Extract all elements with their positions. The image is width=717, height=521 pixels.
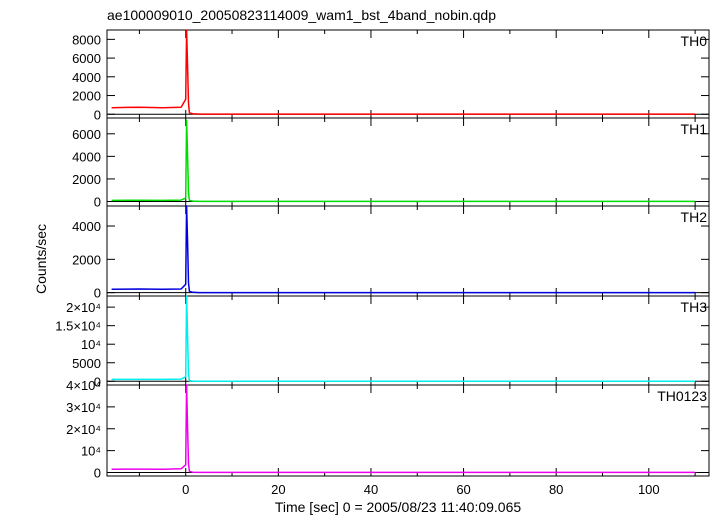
y-axis-label: Counts/sec xyxy=(33,224,49,294)
y-tick-label: 0 xyxy=(94,374,101,389)
y-tick-label: 6000 xyxy=(72,127,101,142)
series-line-th3 xyxy=(111,295,696,383)
x-tick-label: 20 xyxy=(271,482,285,497)
series-line-th2 xyxy=(111,205,696,294)
y-tick-label: 1.5×10⁴ xyxy=(55,319,101,334)
panel-frame xyxy=(106,29,710,119)
y-tick-label: 2000 xyxy=(72,172,101,187)
y-tick-label: 2×10⁴ xyxy=(66,422,101,437)
panel-th0123: 0 10⁴ 2×10⁴ 3×10⁴ 4×10⁴ TH0123 xyxy=(66,378,710,481)
y-tick-label: 2000 xyxy=(72,89,101,104)
x-tick-label: 40 xyxy=(364,482,378,497)
panel-th0: 0 2000 4000 6000 8000 TH0 xyxy=(72,29,710,122)
panel-th2: 0 2000 4000 TH2 xyxy=(72,205,710,301)
y-tick-label: 3×10⁴ xyxy=(66,400,101,415)
y-tick-label: 8000 xyxy=(72,32,101,47)
y-tick-label: 4000 xyxy=(72,70,101,85)
y-tick-label: 5000 xyxy=(72,356,101,371)
panel-frame xyxy=(106,117,710,207)
x-tick-label: 100 xyxy=(638,482,660,497)
series-line-th0 xyxy=(111,29,696,115)
y-tick-label: 4×10⁴ xyxy=(66,378,101,393)
panel-frame xyxy=(106,295,710,386)
x-tick-label: 60 xyxy=(456,482,470,497)
chart-title: ae100009010_20050823114009_wam1_bst_4ban… xyxy=(107,7,496,23)
panel-name-label: TH0 xyxy=(681,33,708,49)
panel-name-label: TH2 xyxy=(681,209,708,225)
panel-name-label: TH0123 xyxy=(657,388,707,404)
x-tick-label: 80 xyxy=(549,482,563,497)
x-axis-label: Time [sec] 0 = 2005/08/23 11:40:09.065 xyxy=(275,499,522,515)
y-tick-label: 0 xyxy=(94,194,101,209)
y-tick-label: 0 xyxy=(94,107,101,122)
panel-name-label: TH1 xyxy=(681,121,708,137)
y-tick-label: 2000 xyxy=(72,252,101,267)
y-tick-label: 2×10⁴ xyxy=(66,300,101,315)
y-tick-label: 4000 xyxy=(72,149,101,164)
panel-frame xyxy=(106,205,710,297)
y-tick-label: 10⁴ xyxy=(81,444,101,459)
panel-th3: 0 5000 10⁴ 1.5×10⁴ 2×10⁴ TH3 xyxy=(55,295,710,389)
series-line-th1 xyxy=(111,119,696,203)
series-line-th0123 xyxy=(111,384,696,474)
panel-th1: 0 2000 4000 6000 TH1 xyxy=(72,117,710,209)
y-tick-label: 0 xyxy=(94,286,101,301)
y-tick-label: 0 xyxy=(94,466,101,481)
panel-name-label: TH3 xyxy=(681,299,708,315)
y-tick-label: 10⁴ xyxy=(81,337,101,352)
x-tick-label: 0 xyxy=(182,482,189,497)
y-tick-label: 6000 xyxy=(72,51,101,66)
y-tick-label: 4000 xyxy=(72,219,101,234)
panel-frame xyxy=(106,384,710,477)
